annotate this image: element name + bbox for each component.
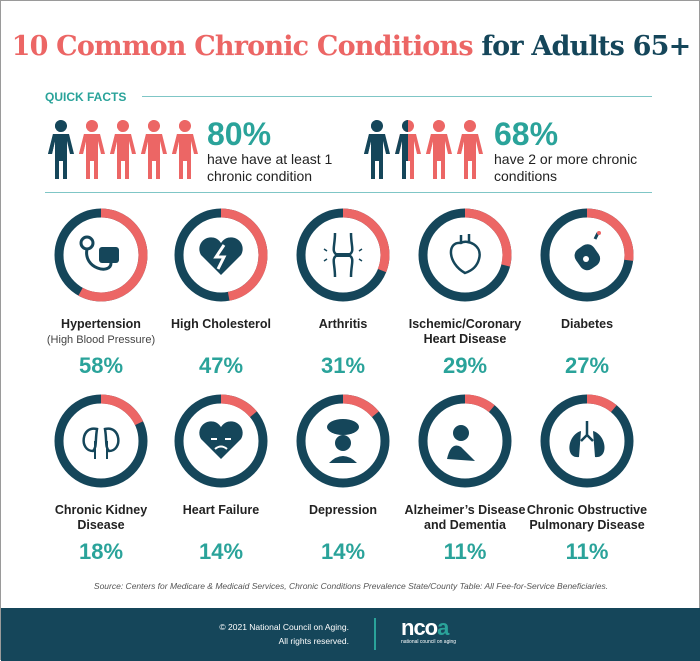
condition-percent: 58% [78, 353, 124, 378]
condition-percent: 47% [198, 353, 244, 378]
condition-9: Chronic Obstructive Pulmonary Disease 11… [525, 393, 649, 565]
heart-organ-icon [449, 234, 481, 275]
donut-ring [418, 394, 512, 488]
ring-value-arc [296, 394, 390, 488]
condition-label: Chronic Kidney Disease [54, 503, 148, 532]
condition-label: Diabetes [560, 317, 614, 331]
ring-value-arc [54, 208, 148, 302]
condition-subtitle: (High Blood Pressure) [46, 334, 156, 346]
donut-ring [174, 208, 268, 302]
person-icon [48, 120, 74, 179]
condition-1: High Cholesterol 47% [159, 207, 283, 379]
condition-percent: 11% [443, 539, 487, 564]
condition-label: Ischemic/Coronary Heart Disease [408, 317, 522, 346]
quick-facts-heading: QUICK FACTS [45, 90, 127, 104]
condition-percent: 31% [320, 353, 366, 378]
condition-5: Chronic Kidney Disease 18% [39, 393, 163, 565]
condition-percent: 27% [564, 353, 610, 378]
condition-label: High Cholesterol [170, 317, 271, 331]
condition-label: Depression [308, 503, 378, 517]
ring-value-arc [174, 394, 268, 488]
condition-percent: 14% [198, 539, 244, 564]
donut-ring [540, 208, 634, 302]
lungs-icon [569, 421, 605, 458]
donut-ring [418, 208, 512, 302]
person-icon [457, 120, 483, 179]
condition-4: Diabetes 27% [525, 207, 649, 379]
condition-label: Alzheimer’s Disease and Dementia [404, 503, 526, 532]
condition-7: Depression 14% [281, 393, 405, 565]
person-icon [141, 120, 167, 179]
donut-ring [296, 394, 390, 488]
kidneys-icon [82, 427, 120, 459]
person-icon [395, 120, 421, 179]
condition-percent: 18% [78, 539, 124, 564]
condition-3: Ischemic/Coronary Heart Disease 29% [403, 207, 527, 379]
condition-percent: 29% [442, 353, 488, 378]
footer: © 2021 National Council on Aging. All rig… [1, 608, 700, 661]
donut-ring [54, 208, 148, 302]
ring-value-arc [54, 394, 148, 488]
ring-track [540, 394, 634, 488]
fact-80: 80% have have at least 1 chronic conditi… [207, 116, 333, 184]
sad-heart-icon [199, 421, 243, 459]
ring-value-arc [296, 208, 390, 302]
ring-value-arc [174, 208, 268, 302]
person-icon [364, 120, 390, 179]
ncoa-logo: ncoa national council on aging [401, 615, 457, 646]
people-figures-80 [47, 119, 199, 181]
condition-label: Chronic Obstructive Pulmonary Disease [526, 503, 648, 532]
donut-ring [54, 394, 148, 488]
knee-joint-icon [323, 232, 363, 278]
blood-pressure-cuff-icon [79, 235, 119, 271]
condition-6: Heart Failure 14% [159, 393, 283, 565]
fact-68: 68% have 2 or more chronic conditions [494, 116, 638, 184]
ring-track [418, 394, 512, 488]
ring-value-arc [540, 394, 634, 488]
person-icon [110, 120, 136, 179]
divider [374, 618, 376, 650]
condition-label: Hypertension (High Blood Pressure) [46, 317, 156, 346]
divider [45, 192, 652, 193]
person-icon [79, 120, 105, 179]
condition-label: Heart Failure [182, 503, 260, 517]
condition-2: Arthritis 31% [281, 207, 405, 379]
head-in-hands-icon [447, 425, 475, 461]
broken-heart-icon [199, 237, 243, 275]
glucose-meter-icon [574, 231, 601, 271]
condition-0: Hypertension (High Blood Pressure) 58% [39, 207, 163, 379]
person-icon [426, 120, 452, 179]
people-figures-68 [363, 119, 484, 181]
divider [142, 96, 652, 97]
rain-cloud-person-icon [327, 419, 359, 463]
donut-ring [296, 208, 390, 302]
page-title: 10 Common Chronic Conditions for Adults … [11, 31, 692, 62]
source-note: Source: Centers for Medicare & Medicaid … [93, 581, 609, 591]
condition-label: Arthritis [318, 317, 368, 331]
donut-ring [540, 394, 634, 488]
condition-8: Alzheimer’s Disease and Dementia 11% [403, 393, 527, 565]
ring-value-arc [540, 208, 634, 302]
condition-percent: 11% [565, 539, 609, 564]
donut-ring [174, 394, 268, 488]
ring-value-arc [418, 394, 512, 488]
condition-percent: 14% [320, 539, 366, 564]
ring-value-arc [418, 208, 512, 302]
copyright: © 2021 National Council on Aging. All rig… [219, 622, 349, 646]
person-icon [172, 120, 198, 179]
